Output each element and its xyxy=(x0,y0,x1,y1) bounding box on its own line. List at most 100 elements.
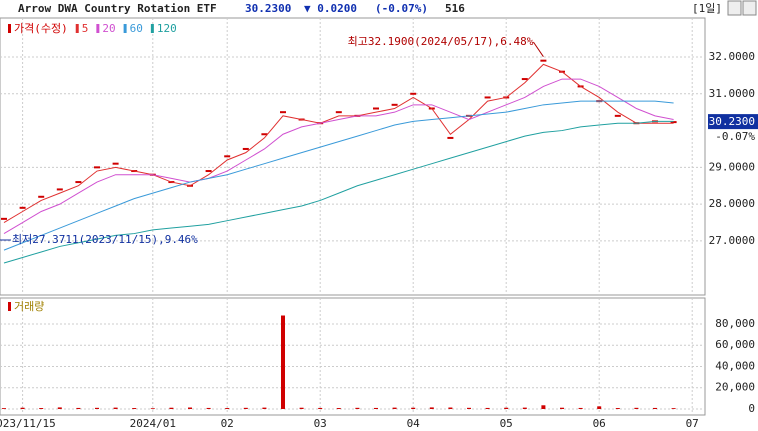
y-tick-label: 0 xyxy=(748,402,755,415)
last-change: -0.07% xyxy=(715,130,755,143)
price-mark xyxy=(242,147,249,150)
price-mark xyxy=(56,188,63,191)
legend-swatch xyxy=(8,302,11,311)
x-tick-label: 04 xyxy=(407,417,421,430)
price-mark xyxy=(391,103,398,106)
price-mark xyxy=(38,195,45,198)
y-tick-label: 31.0000 xyxy=(709,87,755,100)
change-pct: (-0.07%) xyxy=(375,2,428,15)
volume-bar xyxy=(206,407,211,410)
y-tick-label: 80,000 xyxy=(715,317,755,330)
volume-bar xyxy=(281,315,285,410)
legend-swatch xyxy=(123,24,127,33)
volume-bar xyxy=(671,408,676,410)
legend-label: 60 xyxy=(130,22,143,35)
volume-bar xyxy=(578,407,583,410)
price-mark xyxy=(521,78,528,81)
volume-bar xyxy=(95,407,99,410)
volume-bar xyxy=(392,407,397,410)
volume-bar xyxy=(188,407,192,410)
volume-bar xyxy=(634,407,639,410)
volume-bar xyxy=(448,407,453,410)
max-arrow xyxy=(532,41,544,57)
volume-bar xyxy=(318,407,323,410)
price-mark xyxy=(205,170,212,173)
volume-bar xyxy=(39,408,44,410)
x-tick-label: 2023/11/15 xyxy=(0,417,56,430)
volume-bar xyxy=(57,407,62,410)
price-mark xyxy=(670,121,677,124)
x-tick-label: 07 xyxy=(686,417,699,430)
price-mark xyxy=(447,136,454,139)
y-tick-label: 60,000 xyxy=(715,338,755,351)
y-tick-label: 27.0000 xyxy=(709,234,755,247)
price: 30.2300 xyxy=(245,2,291,15)
price-mark xyxy=(335,111,342,114)
volume-bar xyxy=(560,407,564,409)
button[interactable] xyxy=(727,0,742,16)
volume-bar xyxy=(504,407,509,409)
volume-bar xyxy=(150,408,155,410)
legend-swatch xyxy=(96,24,100,33)
volume-bar xyxy=(355,407,360,410)
volume-bar xyxy=(597,406,602,410)
price-mark xyxy=(410,92,417,95)
y-tick-label: 29.0000 xyxy=(709,160,755,173)
change: ▼ 0.0200 xyxy=(304,2,357,15)
price-mark xyxy=(1,217,7,220)
volume-bar xyxy=(541,405,546,410)
min-label: 최저27.3711(2023/11/15),9.46% xyxy=(12,233,198,246)
legend-label: 120 xyxy=(157,22,177,35)
x-tick-label: 2024/01 xyxy=(130,417,176,430)
ma-line xyxy=(3,63,674,223)
ma-line xyxy=(3,78,674,234)
volume-bar xyxy=(429,407,434,410)
volume-bar xyxy=(113,407,118,410)
volume-bar xyxy=(522,407,527,410)
price-mark xyxy=(94,166,100,169)
price-mark xyxy=(540,59,547,62)
volume: 516 xyxy=(445,2,465,15)
volume-bar xyxy=(225,408,230,410)
max-label: 최고32.1900(2024/05/17),6.48% xyxy=(348,35,534,48)
volume-panel xyxy=(0,297,706,416)
volume-bar xyxy=(169,407,174,409)
legend-label: 20 xyxy=(102,22,115,35)
y-tick-label: 28.0000 xyxy=(709,197,755,210)
price-mark xyxy=(614,114,621,117)
volume-bar xyxy=(336,408,341,410)
volume-bar xyxy=(262,407,267,410)
y-tick-label: 32.0000 xyxy=(709,50,755,63)
legend-swatch xyxy=(8,24,11,33)
volume-bar xyxy=(374,407,378,410)
volume-bar xyxy=(243,407,248,410)
y-tick-label: 40,000 xyxy=(715,359,755,372)
button[interactable] xyxy=(742,0,757,16)
legend-label: 5 xyxy=(82,22,89,35)
legend-label: 가격(수정) xyxy=(14,22,68,35)
x-tick-label: 03 xyxy=(314,417,327,430)
price-mark xyxy=(224,155,231,158)
volume-bar xyxy=(2,408,6,410)
legend-swatch xyxy=(75,24,79,33)
ma-line xyxy=(3,100,674,251)
price-mark xyxy=(261,133,268,136)
price-panel xyxy=(0,17,706,296)
title: Arrow DWA Country Rotation ETF xyxy=(18,2,217,15)
volume-bar xyxy=(76,407,81,410)
last-price: 30.2300 xyxy=(709,115,755,128)
volume-bar xyxy=(299,407,304,409)
x-tick-label: 05 xyxy=(500,417,513,430)
price-mark xyxy=(112,162,119,165)
price-mark xyxy=(484,96,491,99)
legend-label: 거래량 xyxy=(14,300,44,313)
volume-bar xyxy=(20,407,25,409)
volume-bar xyxy=(467,407,471,410)
period[interactable]: [1일] xyxy=(692,1,722,15)
volume-bar xyxy=(485,407,490,410)
volume-bar xyxy=(132,408,137,410)
legend-swatch xyxy=(150,24,154,33)
volume-bar xyxy=(653,407,657,410)
